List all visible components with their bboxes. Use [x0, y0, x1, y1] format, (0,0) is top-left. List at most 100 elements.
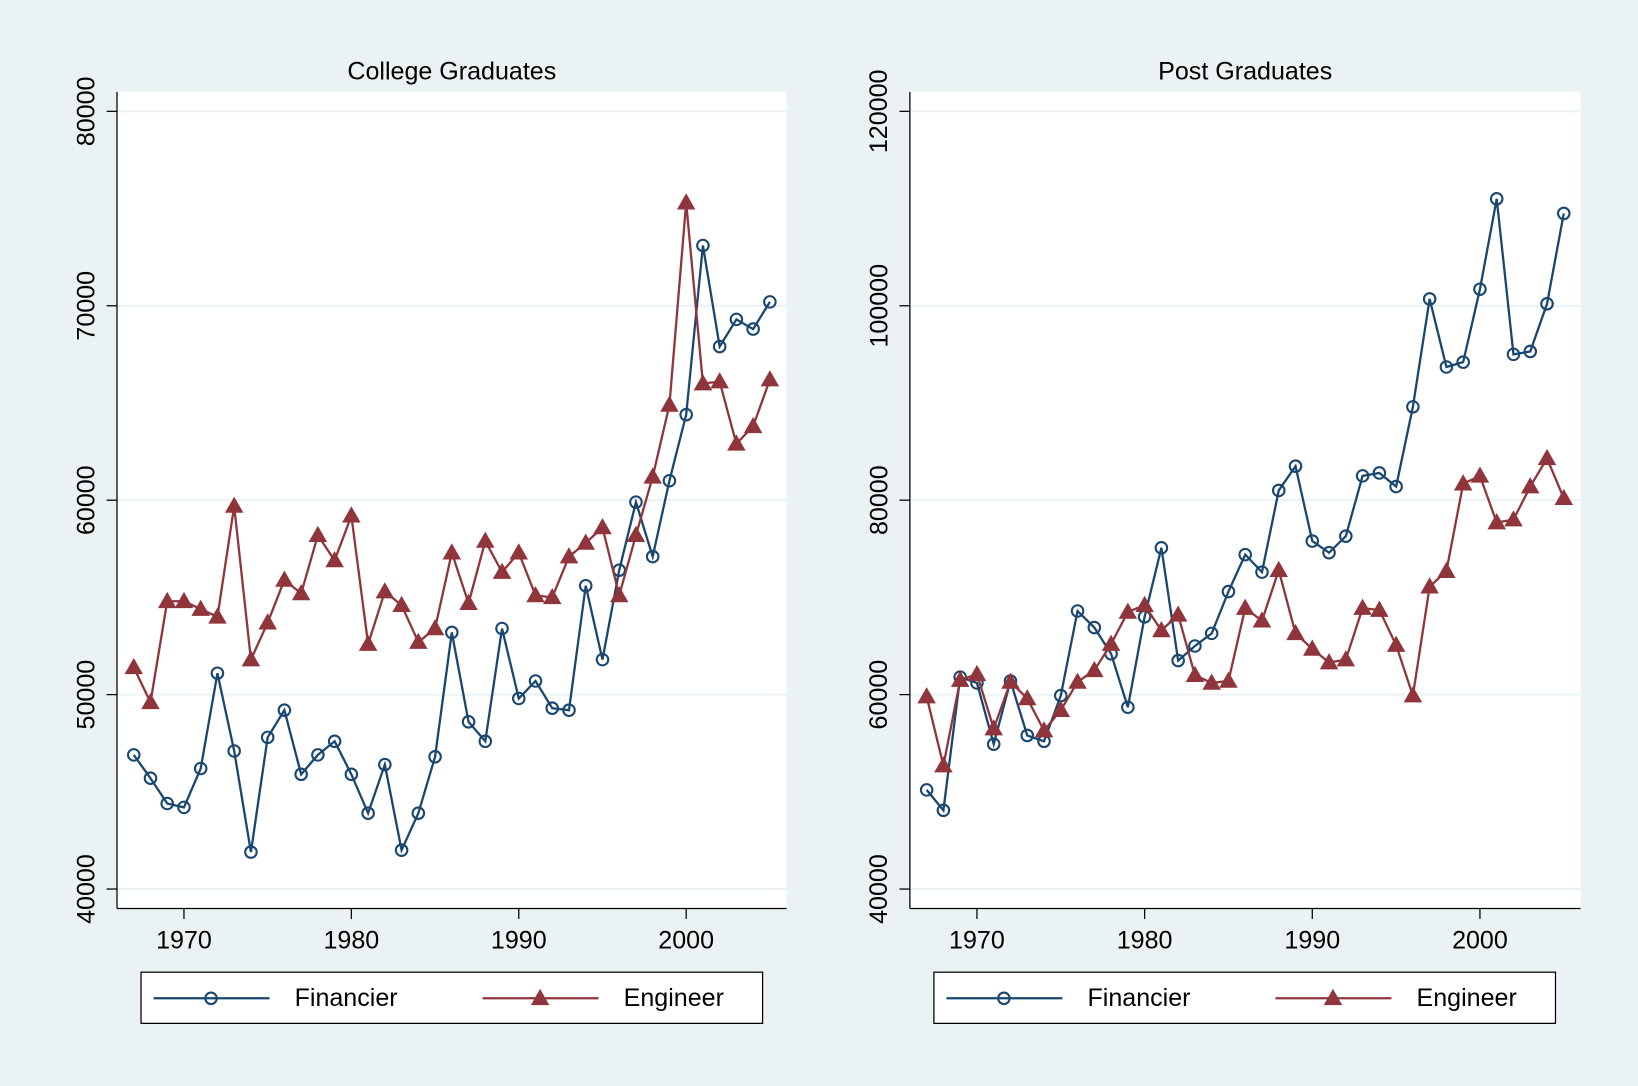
point-marker: [936, 803, 951, 818]
point-marker: [157, 591, 177, 609]
point-marker: [1202, 673, 1221, 690]
legend-label: Engineer: [624, 984, 724, 1012]
point-marker: [478, 734, 493, 749]
point-marker: [442, 543, 462, 560]
point-marker: [260, 730, 275, 745]
point-marker: [461, 715, 476, 729]
point-marker: [308, 525, 328, 542]
point-marker: [124, 657, 143, 675]
chart-title: College Graduates: [347, 58, 556, 86]
point-marker: [204, 991, 218, 1006]
point-marker: [1537, 448, 1557, 466]
point-marker: [1051, 700, 1071, 717]
y-tick-label: 40000: [865, 854, 893, 924]
point-marker: [1386, 635, 1406, 652]
point-marker: [1288, 459, 1303, 473]
point-marker: [1238, 547, 1253, 562]
y-tick-label: 70000: [72, 271, 100, 341]
point-marker: [526, 586, 545, 603]
chart-title: Post Graduates: [1158, 58, 1332, 86]
point-marker: [1372, 466, 1387, 480]
point-marker: [1085, 660, 1104, 678]
point-marker: [676, 193, 696, 210]
point-marker: [342, 506, 361, 523]
point-marker: [1420, 577, 1439, 594]
point-marker: [1556, 206, 1571, 221]
x-tick-label: 1970: [949, 927, 1005, 955]
point-marker: [1322, 545, 1336, 560]
point-marker: [1406, 400, 1420, 414]
y-tick-label: 60000: [72, 465, 100, 535]
point-marker: [693, 374, 713, 391]
x-tick-label: 1980: [1117, 927, 1173, 955]
point-marker: [1070, 604, 1085, 618]
point-marker: [578, 578, 593, 593]
point-marker: [576, 533, 595, 550]
point-marker: [986, 737, 1001, 751]
x-tick-label: 1990: [491, 927, 547, 955]
point-marker: [1323, 988, 1343, 1006]
point-marker: [1370, 600, 1389, 617]
point-marker: [495, 621, 509, 636]
point-marker: [392, 595, 411, 612]
point-marker: [679, 407, 693, 422]
point-marker: [509, 543, 529, 560]
point-marker: [1252, 611, 1272, 628]
point-marker: [1470, 466, 1490, 483]
point-marker: [1305, 534, 1320, 548]
point-marker: [1135, 595, 1154, 612]
point-marker: [643, 467, 662, 484]
y-tick-label: 80000: [72, 77, 100, 147]
series-line: [132, 245, 771, 854]
point-marker: [375, 582, 395, 599]
point-marker: [1336, 650, 1356, 667]
point-marker: [1219, 671, 1238, 688]
point-marker: [1473, 282, 1487, 297]
point-marker: [593, 518, 612, 535]
point-marker: [1339, 529, 1353, 543]
point-marker: [325, 551, 344, 568]
point-marker: [394, 843, 409, 857]
y-tick-label: 80000: [865, 465, 893, 535]
point-marker: [1068, 672, 1087, 689]
y-tick-label: 40000: [72, 854, 100, 924]
point-marker: [1487, 513, 1506, 530]
point-marker: [1255, 565, 1269, 579]
point-marker: [1456, 355, 1470, 369]
point-marker: [191, 599, 210, 616]
point-marker: [1303, 639, 1322, 656]
point-marker: [984, 719, 1003, 736]
point-marker: [1171, 653, 1185, 668]
point-marker: [1118, 602, 1138, 619]
point-marker: [595, 652, 610, 667]
point-marker: [1540, 297, 1554, 311]
point-marker: [428, 750, 442, 764]
point-marker: [141, 692, 160, 710]
point-marker: [710, 372, 729, 389]
legend-label: Financier: [1087, 984, 1190, 1012]
point-marker: [459, 593, 478, 611]
x-tick-label: 1970: [156, 927, 212, 955]
point-marker: [409, 632, 428, 649]
y-tick-label: 50000: [72, 660, 100, 730]
point-marker: [1554, 488, 1574, 506]
point-marker: [645, 549, 660, 564]
legend-label: Engineer: [1417, 984, 1517, 1012]
point-marker: [1101, 634, 1121, 651]
point-marker: [1152, 621, 1171, 638]
point-marker: [1353, 598, 1372, 615]
point-marker: [425, 619, 445, 636]
point-marker: [1286, 623, 1305, 641]
point-marker: [126, 748, 141, 762]
point-marker: [160, 796, 175, 811]
point-marker: [511, 691, 526, 706]
point-marker: [1185, 665, 1205, 682]
point-marker: [1168, 605, 1188, 622]
point-marker: [696, 238, 710, 253]
point-marker: [919, 783, 934, 797]
point-marker: [1489, 192, 1504, 206]
point-marker: [476, 531, 495, 548]
point-marker: [967, 664, 987, 681]
